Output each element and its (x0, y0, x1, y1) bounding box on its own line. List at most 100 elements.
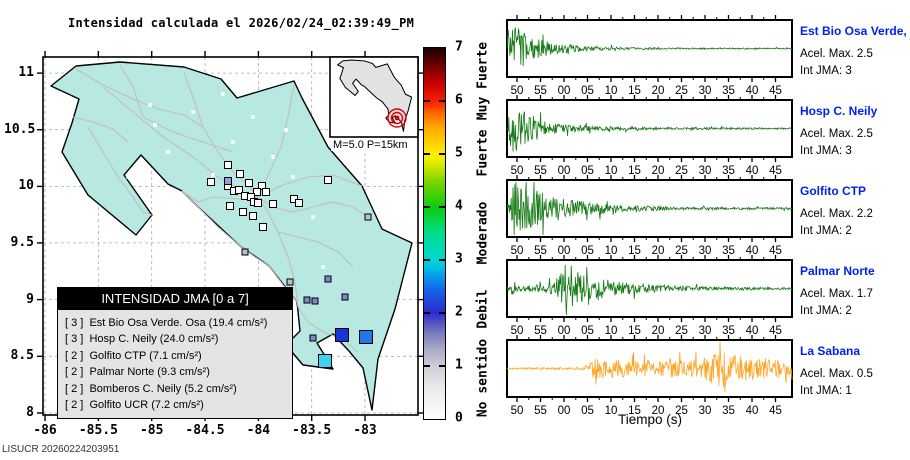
station-marker (254, 199, 262, 207)
station-marker (262, 188, 270, 196)
station-jma-label: Int JMA: 2 (800, 305, 852, 317)
town-marker (191, 110, 195, 114)
town-marker (291, 175, 295, 179)
colorbar-tick (424, 259, 430, 261)
station-marker (245, 179, 253, 187)
town-marker (126, 175, 130, 179)
seismogram-tick-label: 15 (628, 165, 641, 177)
inset-map (329, 56, 419, 138)
seismogram-tick-label: 55 (534, 405, 547, 417)
x-axis-label: -84.5 (185, 423, 225, 438)
seismogram-tick-label: 55 (534, 85, 547, 97)
seismogram-tick-label: 30 (699, 245, 712, 257)
seismogram-tick-label: 45 (769, 245, 782, 257)
station-acel-label: Acel. Max. 1.7 (800, 288, 873, 300)
station-marker (269, 200, 277, 208)
town-marker (231, 140, 235, 144)
colorbar-tick (424, 153, 430, 155)
station-marker (318, 354, 332, 368)
time-axis-label: Tiempo (s) (617, 412, 682, 427)
station-marker (224, 177, 232, 185)
map-svg (37, 51, 424, 421)
station-acel-label: Acel. Max. 2.2 (800, 208, 873, 220)
colorbar-tick-label: 4 (455, 198, 463, 214)
seismogram-tick-label: 40 (746, 245, 759, 257)
legend-item: [ 3 ] Est Bio Osa Verde. Osa (19.4 cm/s²… (65, 317, 268, 329)
town-marker (311, 215, 315, 219)
seismogram-tick-label: 20 (652, 405, 665, 417)
y-axis-label: 9 (26, 291, 34, 307)
seismogram-tick-label: 25 (675, 405, 688, 417)
seismogram-tick-label: 50 (511, 165, 524, 177)
seismogram-trace (506, 111, 793, 152)
colorbar-tick-label: 0 (455, 410, 463, 426)
station-name-label: Hosp C. Neily (800, 104, 878, 118)
seismogram-panel: 50 55 00 05 10 15 20 25 30 35 40 45 (506, 95, 793, 177)
inset-magnitude-label: M=5.0 P=15km (331, 139, 410, 151)
seismogram-tick-label: 15 (628, 85, 641, 97)
seismogram-tick-label: 20 (652, 325, 665, 337)
watermark: LISUCR 20260224203951 (2, 444, 120, 455)
colorbar-category-label: No sentido (475, 339, 491, 418)
colorbar-tick-label: 2 (455, 304, 463, 320)
seismogram-panel: 50 55 00 05 10 15 20 25 30 35 40 45 (506, 335, 793, 417)
colorbar-tick-label: 5 (455, 145, 463, 161)
seismogram-tick-label: 45 (769, 405, 782, 417)
seismogram-trace (506, 181, 793, 236)
station-marker (359, 330, 373, 344)
seismogram-trace (506, 341, 793, 392)
station-marker (207, 178, 215, 186)
seismogram-tick-label: 40 (746, 405, 759, 417)
seismogram-tick-label: 15 (628, 245, 641, 257)
seismogram-tick-label: 30 (699, 325, 712, 337)
seismogram-tick-label: 00 (558, 85, 571, 97)
colorbar-tick (424, 206, 430, 208)
seismogram-tick-label: 20 (652, 245, 665, 257)
colorbar-tick-label: 1 (455, 357, 463, 373)
seismogram-tick-label: 35 (722, 405, 735, 417)
colorbar-category-label: Moderado (475, 201, 491, 264)
town-marker (166, 150, 170, 154)
town-marker (284, 128, 288, 132)
x-axis-label: -86 (33, 423, 57, 438)
colorbar-gradient (423, 47, 446, 420)
town-marker (181, 215, 185, 219)
seismogram-tick-label: 20 (652, 85, 665, 97)
town-marker (271, 155, 275, 159)
seismogram-tick-label: 35 (722, 85, 735, 97)
legend-title: INTENSIDAD JMA [0 a 7] (58, 288, 292, 310)
colorbar-tick (424, 312, 430, 314)
seismogram-tick-label: 05 (581, 325, 594, 337)
seismogram-tick-label: 10 (605, 405, 618, 417)
seismogram-tick-label: 45 (769, 325, 782, 337)
seismogram-tick-label: 00 (558, 405, 571, 417)
station-marker (303, 296, 311, 304)
seismogram-tick-label: 25 (675, 245, 688, 257)
legend-item: [ 2 ] Golfito UCR (7.2 cm/s²) (65, 399, 204, 412)
seismogram-tick-label: 50 (511, 325, 524, 337)
intensity-legend: INTENSIDAD JMA [0 a 7] [ 3 ] Est Bio Osa… (57, 287, 293, 420)
colorbar-tick-label: 6 (455, 92, 463, 108)
seismogram-tick-label: 50 (511, 405, 524, 417)
colorbar: 0 1 2 3 4 5 6 7 No sentido Debil Moderado Fuerte Muy… (423, 40, 513, 426)
station-marker (236, 170, 244, 178)
y-axis-label: 11 (18, 65, 34, 80)
legend-item: [ 2 ] Palmar Norte (9.3 cm/s²) (65, 366, 210, 379)
station-marker (235, 186, 243, 194)
seismogram-tick-label: 10 (605, 325, 618, 337)
x-axis-label: -85.5 (78, 423, 118, 438)
town-marker (153, 123, 157, 127)
station-marker (226, 202, 234, 210)
seismogram-tick-label: 50 (511, 85, 524, 97)
station-jma-label: Int JMA: 1 (800, 385, 852, 397)
station-marker (324, 275, 332, 283)
y-axis-label: 10 (18, 178, 34, 194)
colorbar-category-label: Fuerte (475, 129, 491, 177)
seismogram-tick-label: 40 (746, 165, 759, 177)
town-marker (321, 265, 325, 269)
town-marker (221, 92, 225, 96)
legend-items: [ 3 ] Est Bio Osa Verde. Osa (19.4 cm/s²… (58, 310, 292, 418)
seismogram-tick-label: 55 (534, 245, 547, 257)
seismogram-tick-label: 25 (675, 85, 688, 97)
town-marker (251, 115, 255, 119)
